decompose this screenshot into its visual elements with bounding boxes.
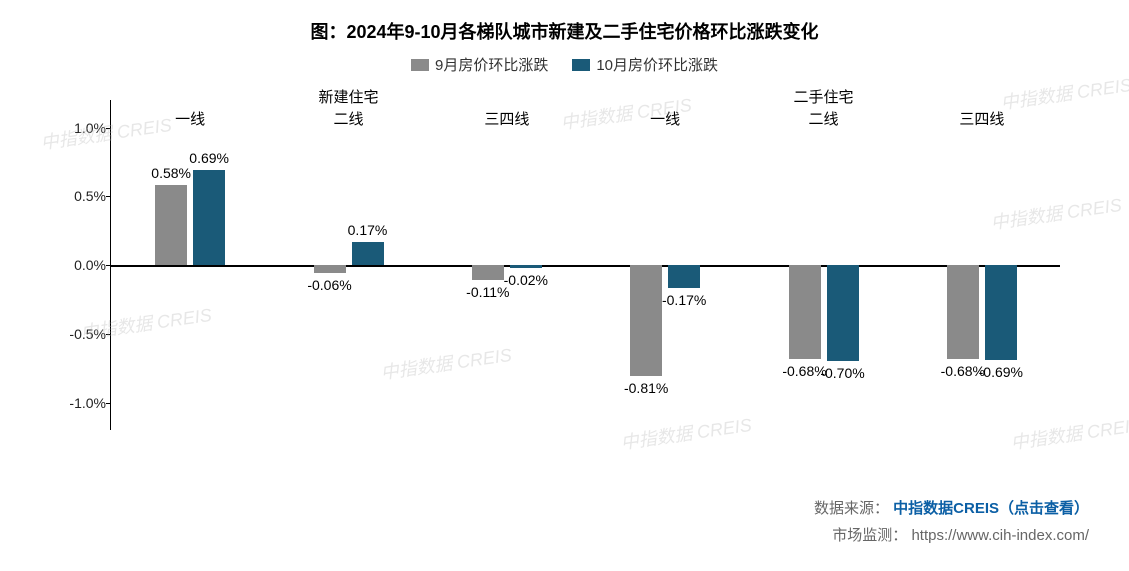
bar-b: [193, 170, 225, 265]
value-label: -0.17%: [662, 292, 706, 308]
legend-swatch-a: [411, 59, 429, 71]
bar-a: [472, 265, 504, 280]
bar-b: [668, 265, 700, 288]
group-label: 新建住宅: [318, 86, 378, 107]
legend-item-b: 10月房价环比涨跌: [572, 54, 718, 75]
value-label: -0.69%: [979, 364, 1023, 380]
legend-label-b: 10月房价环比涨跌: [596, 54, 718, 75]
chart-title: 图：2024年9-10月各梯队城市新建及二手住宅价格环比涨跌变化: [0, 0, 1129, 44]
value-label: -0.81%: [624, 380, 668, 396]
category-label: 三四线: [484, 108, 529, 129]
bar-b: [985, 265, 1017, 360]
y-tick-mark: [106, 196, 111, 197]
y-tick-label: 1.0%: [61, 120, 106, 136]
chart-area: 1.0% 0.5% 0.0% -0.5% -1.0% 0.58%0.69% 一线 -0.06%…: [60, 90, 1060, 450]
plot-area: 1.0%0.5%0.0%-0.5%-1.0%0.58%0.69%一线-0.06%…: [110, 100, 1060, 430]
bar-a: [314, 265, 346, 273]
category-label: 二线: [333, 108, 363, 129]
y-tick-label: -0.5%: [61, 326, 106, 342]
value-label: -0.70%: [820, 365, 864, 381]
bar-a: [947, 265, 979, 359]
legend-swatch-b: [572, 59, 590, 71]
bar-a: [155, 185, 187, 265]
value-label: 0.58%: [151, 165, 191, 181]
monitor-label: 市场监测：: [832, 527, 907, 544]
y-tick-mark: [106, 265, 111, 266]
legend-label-a: 9月房价环比涨跌: [435, 54, 548, 75]
bar-a: [630, 265, 662, 376]
bar-b: [352, 242, 384, 265]
bar-b: [510, 265, 542, 268]
value-label: 0.69%: [189, 150, 229, 166]
y-tick-mark: [106, 128, 111, 129]
value-label: -0.06%: [307, 277, 351, 293]
bar-a: [789, 265, 821, 359]
monitor-url[interactable]: https://www.cih-index.com/: [911, 527, 1089, 544]
y-tick-label: 0.5%: [61, 188, 106, 204]
footer: 数据来源： 中指数据CREIS（点击查看） 市场监测： https://www.…: [814, 495, 1089, 549]
category-label: 三四线: [959, 108, 1004, 129]
y-tick-label: 0.0%: [61, 257, 106, 273]
legend-item-a: 9月房价环比涨跌: [411, 54, 548, 75]
bar-b: [827, 265, 859, 361]
value-label: -0.02%: [504, 272, 548, 288]
source-label: 数据来源：: [814, 500, 889, 517]
y-tick-label: -1.0%: [61, 395, 106, 411]
source-link[interactable]: 中指数据CREIS（点击查看）: [893, 500, 1089, 517]
value-label: 0.17%: [348, 222, 388, 238]
y-tick-mark: [106, 403, 111, 404]
y-tick-mark: [106, 334, 111, 335]
zero-axis: [111, 265, 1060, 267]
category-label: 一线: [175, 108, 205, 129]
category-label: 二线: [808, 108, 838, 129]
legend: 9月房价环比涨跌 10月房价环比涨跌: [0, 54, 1129, 75]
category-label: 一线: [650, 108, 680, 129]
group-label: 二手住宅: [793, 86, 853, 107]
